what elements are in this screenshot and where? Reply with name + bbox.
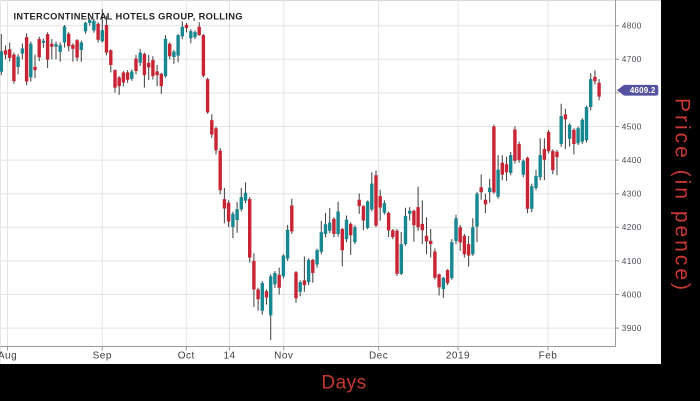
svg-text:Nov: Nov bbox=[274, 351, 293, 362]
svg-text:4200: 4200 bbox=[622, 222, 642, 232]
svg-text:4000: 4000 bbox=[622, 289, 642, 299]
svg-text:4609.2: 4609.2 bbox=[630, 86, 656, 95]
svg-text:4500: 4500 bbox=[622, 121, 642, 131]
svg-text:Sep: Sep bbox=[93, 351, 112, 362]
svg-text:Days: Days bbox=[321, 373, 366, 394]
svg-text:4100: 4100 bbox=[622, 256, 642, 266]
svg-text:4400: 4400 bbox=[622, 155, 642, 165]
svg-text:Feb: Feb bbox=[539, 351, 558, 362]
svg-text:Price (in pence): Price (in pence) bbox=[671, 98, 694, 293]
svg-text:14: 14 bbox=[223, 351, 235, 362]
svg-text:INTERCONTINENTAL HOTELS GROUP,: INTERCONTINENTAL HOTELS GROUP, ROLLING bbox=[14, 12, 243, 22]
svg-text:4300: 4300 bbox=[622, 189, 642, 199]
svg-text:4800: 4800 bbox=[622, 21, 642, 31]
svg-text:Oct: Oct bbox=[178, 351, 195, 362]
svg-text:3900: 3900 bbox=[622, 323, 642, 333]
svg-text:Aug: Aug bbox=[0, 351, 17, 362]
svg-text:2019: 2019 bbox=[446, 351, 470, 362]
svg-text:Dec: Dec bbox=[369, 351, 388, 362]
svg-text:4700: 4700 bbox=[622, 54, 642, 64]
